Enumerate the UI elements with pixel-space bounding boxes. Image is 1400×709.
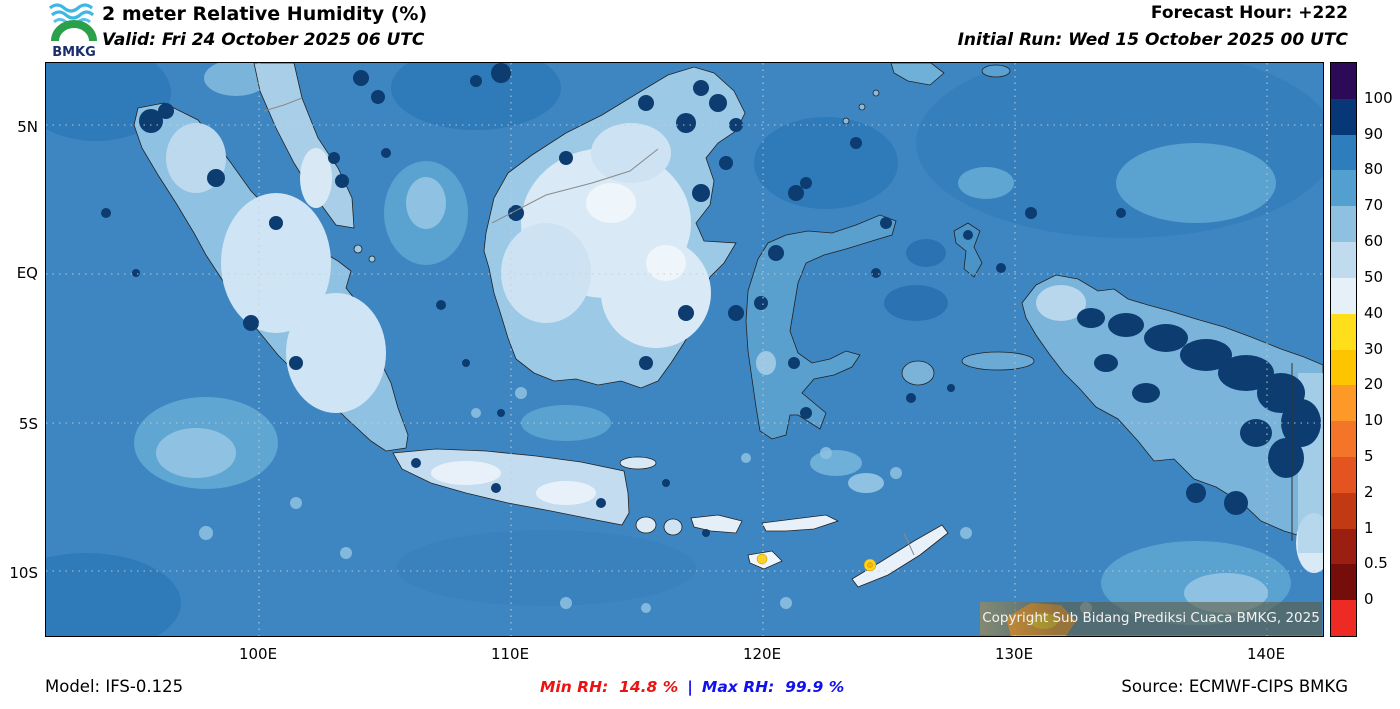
island-flores xyxy=(761,514,840,532)
colorbar-segment xyxy=(1331,134,1356,171)
colorbar-label: 40 xyxy=(1364,303,1384,322)
colorbar-segment xyxy=(1331,242,1356,278)
humidity-map xyxy=(46,63,1323,636)
colorbar-label: 60 xyxy=(1364,232,1384,251)
colorbar-segment xyxy=(1331,206,1356,243)
colorbar-label: 0 xyxy=(1364,590,1374,609)
lon-label-100e: 100E xyxy=(238,645,278,663)
lat-label-eq: EQ xyxy=(16,264,38,282)
min-rh-spots xyxy=(756,553,877,572)
colorbar-label: 70 xyxy=(1364,196,1384,215)
initial-run-label: Initial Run: Wed 15 October 2025 00 UTC xyxy=(957,30,1348,50)
colorbar-segments xyxy=(1330,62,1357,637)
humidity-map-frame xyxy=(45,62,1324,637)
island-bali xyxy=(635,516,657,534)
island-sulawesi xyxy=(745,214,897,440)
bmkg-logo: BMKG xyxy=(48,3,97,59)
island-sumbawa xyxy=(690,514,743,534)
source-label: Source: ECMWF-CIPS BMKG xyxy=(1121,677,1348,696)
minmax-rh: Min RH: 14.8 % | Max RH: 99.9 % xyxy=(540,678,844,696)
colorbar-segment xyxy=(1331,385,1356,422)
copyright-watermark: Copyright Sub Bidang Prediksi Cuaca BMKG… xyxy=(980,602,1322,635)
humid-patches xyxy=(101,63,1321,537)
colorbar-label: 80 xyxy=(1364,160,1384,179)
lon-label-130e: 130E xyxy=(994,645,1034,663)
lat-label-10s: 10S xyxy=(9,564,38,582)
colorbar-segment xyxy=(1331,63,1356,99)
colorbar-segment xyxy=(1331,98,1356,135)
lon-label-110e: 110E xyxy=(490,645,530,663)
colorbar-label: 50 xyxy=(1364,267,1384,286)
lon-label-140e: 140E xyxy=(1246,645,1286,663)
colorbar-segment xyxy=(1331,492,1356,529)
lat-label-5n: 5N xyxy=(17,118,38,136)
colorbar-segment xyxy=(1331,277,1356,314)
min-rh-label: Min RH: 14.8 % xyxy=(540,678,679,696)
bmkg-logo-text: BMKG xyxy=(52,45,96,59)
colorbar-label: 2 xyxy=(1364,482,1374,501)
graticule xyxy=(46,63,1323,636)
colorbar-segment xyxy=(1331,456,1356,493)
colorbar-label: 90 xyxy=(1364,124,1384,143)
colorbar-segment xyxy=(1331,600,1356,636)
colorbar-segment xyxy=(1331,170,1356,207)
valid-time-label: Valid: Fri 24 October 2025 06 UTC xyxy=(102,30,425,50)
island-halmahera xyxy=(953,222,983,278)
forecast-hour-label: Forecast Hour: +222 xyxy=(1150,3,1348,23)
colorbar-label: 0.5 xyxy=(1364,554,1388,573)
colorbar-label: 30 xyxy=(1364,339,1384,358)
minmax-separator: | xyxy=(687,678,693,696)
island-timor xyxy=(851,524,949,588)
island-seram xyxy=(961,351,1035,371)
model-label: Model: IFS-0.125 xyxy=(45,677,184,696)
mindanao-tip xyxy=(890,63,945,86)
colorbar-label: 5 xyxy=(1364,446,1374,465)
colorbar-segment xyxy=(1331,313,1356,350)
lat-label-5s: 5S xyxy=(18,415,38,433)
small-island-north xyxy=(981,64,1011,78)
page-title: 2 meter Relative Humidity (%) xyxy=(102,3,428,25)
colorbar-label: 10 xyxy=(1364,411,1384,430)
colorbar-segment xyxy=(1331,528,1356,565)
colorbar-label: 20 xyxy=(1364,375,1384,394)
country-borders xyxy=(263,97,1293,556)
colorbar-labels: 100 90 80 70 60 50 40 30 20 10 5 2 1 0.5 0 xyxy=(1364,62,1400,635)
island-lombok xyxy=(663,518,683,536)
lon-label-120e: 120E xyxy=(742,645,782,663)
island-buru xyxy=(901,360,935,386)
colorbar-label: 1 xyxy=(1364,518,1374,537)
max-rh-label: Max RH: 99.9 % xyxy=(701,678,845,696)
colorbar-segment xyxy=(1331,349,1356,386)
dry-patches xyxy=(166,123,1323,573)
colorbar-segment xyxy=(1331,564,1356,601)
island-madura xyxy=(619,456,657,470)
colorbar-segment xyxy=(1331,421,1356,457)
colorbar-label: 100 xyxy=(1364,88,1393,107)
